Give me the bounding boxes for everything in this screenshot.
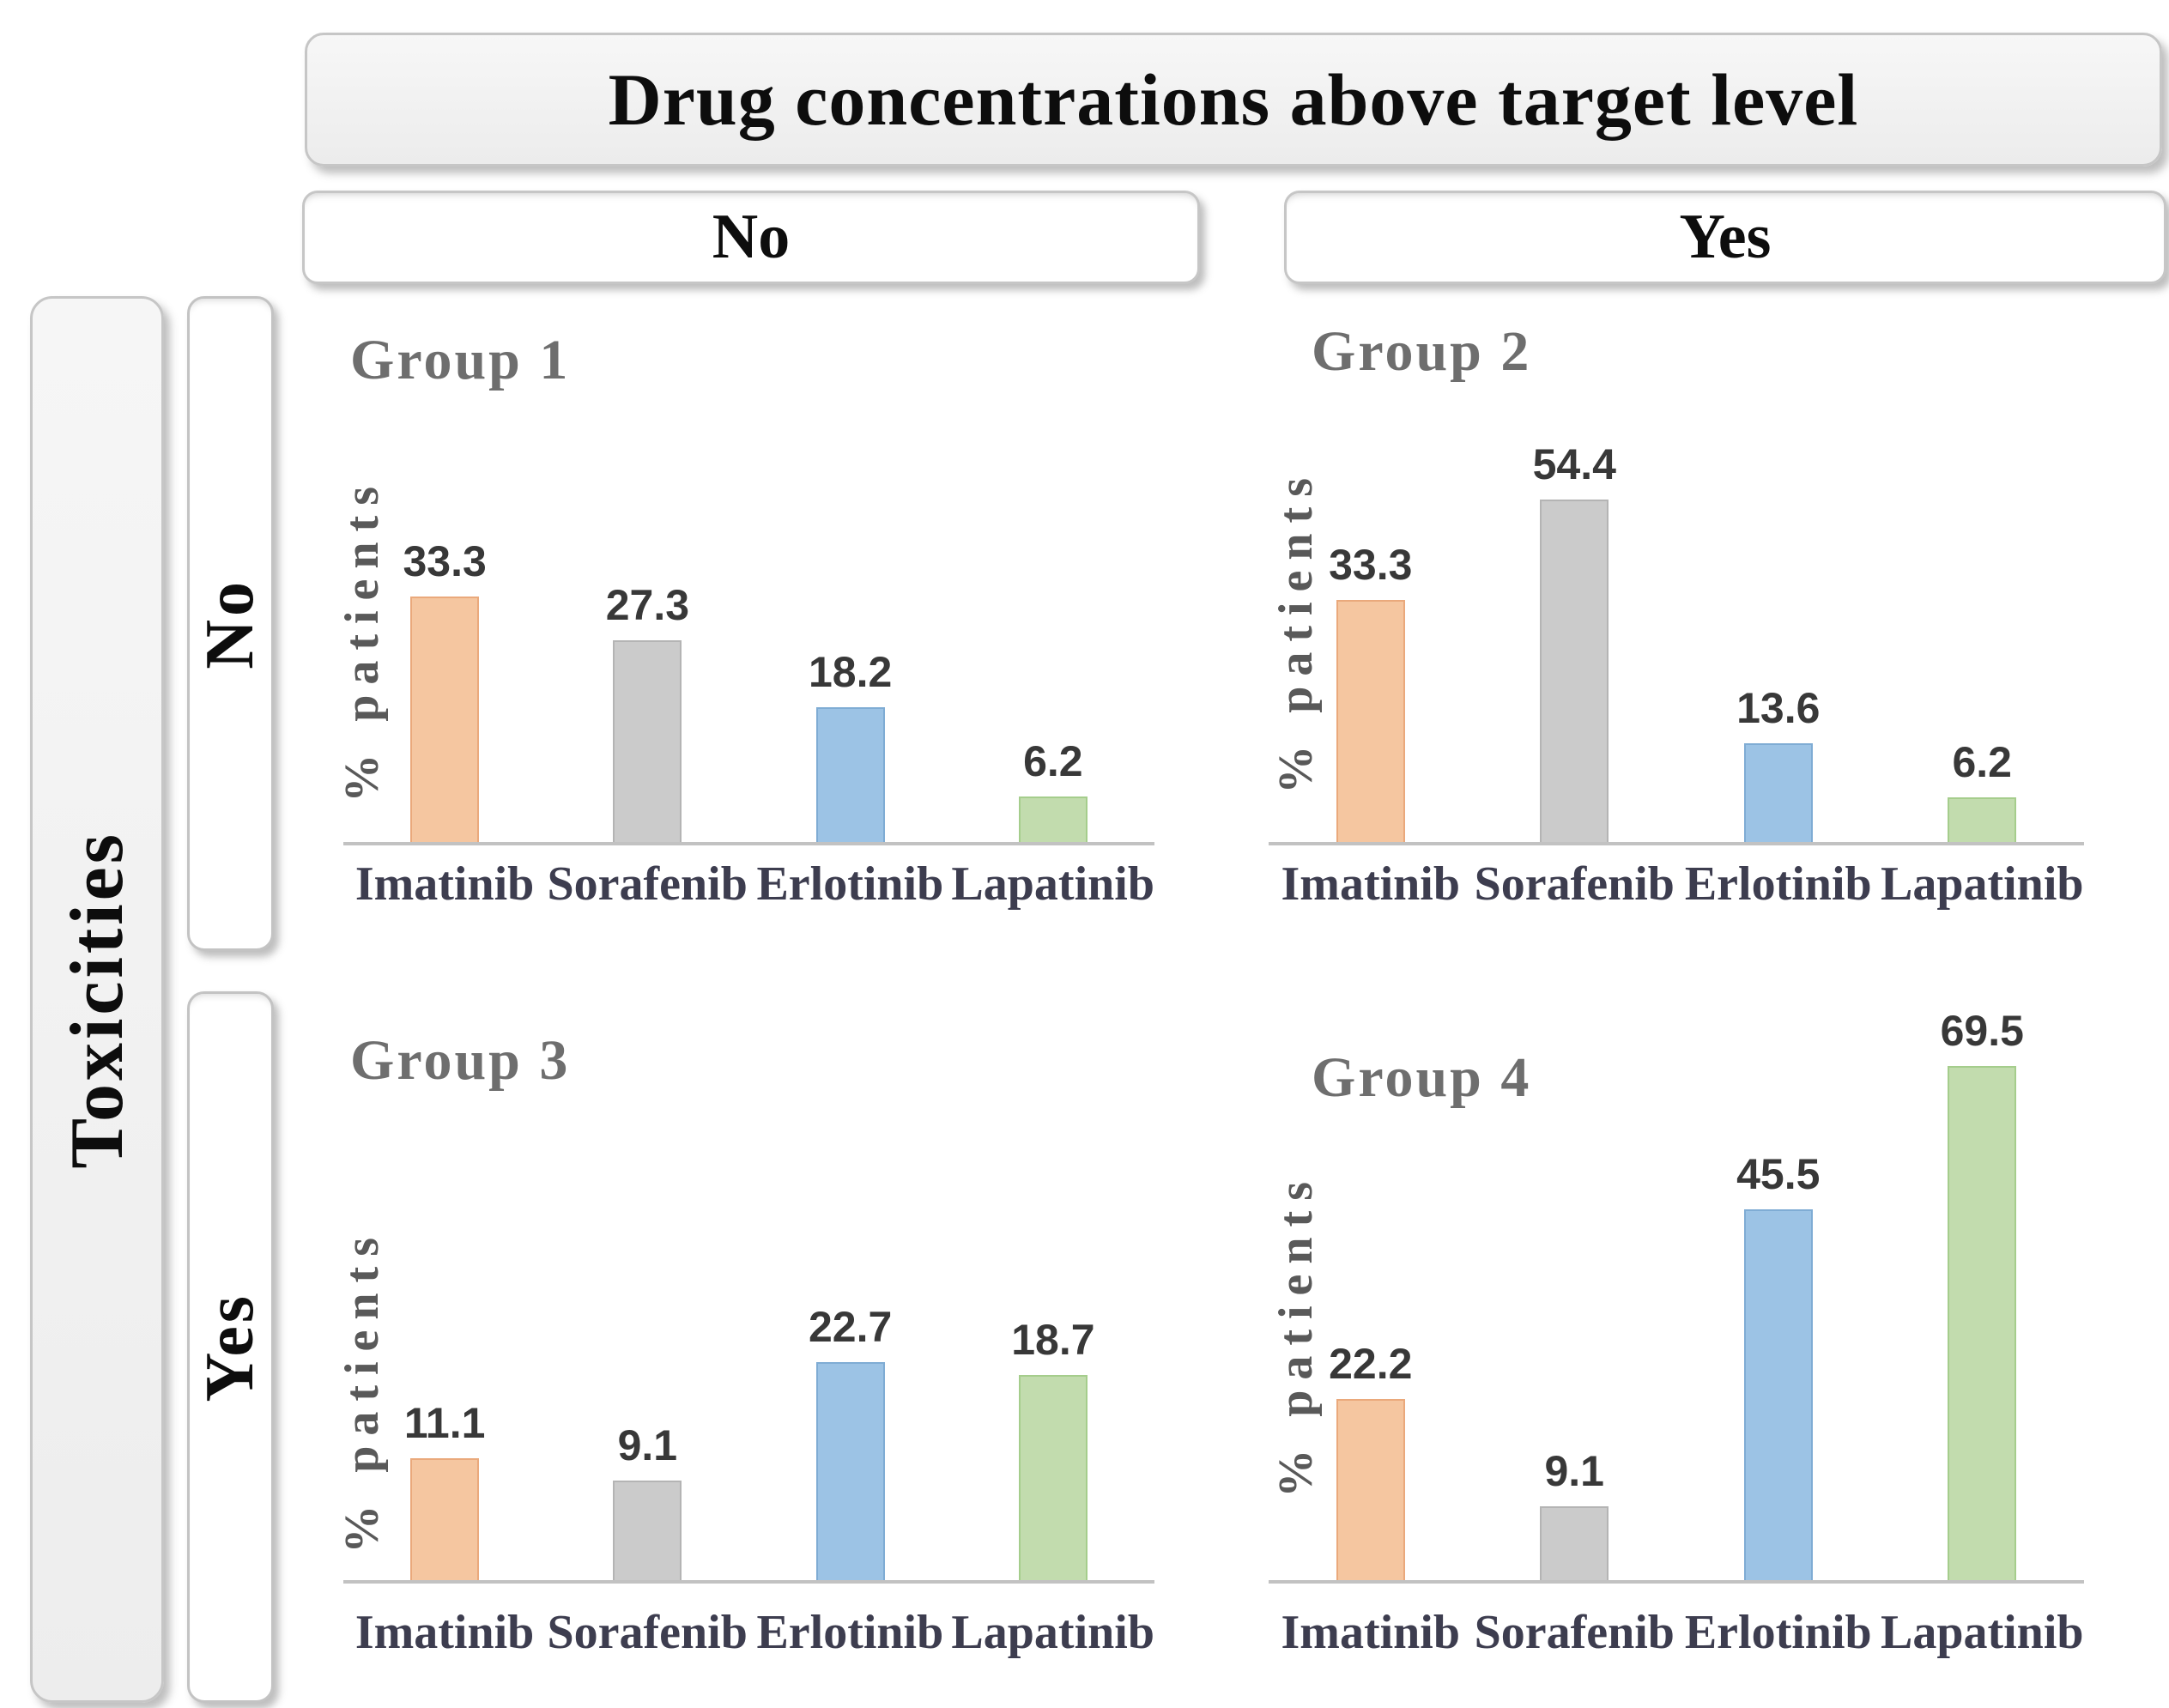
x-axis-label: Imatinib [354, 1606, 535, 1659]
bar-lapatinib [1948, 796, 2017, 842]
x-axis-label: Erlotinib [1684, 857, 1872, 911]
row-header-no: No [187, 296, 274, 951]
x-axis-label: Sorafenib [1474, 1606, 1675, 1659]
bar-slot: 11.1 [343, 1305, 546, 1580]
bar-slot: 27.3 [546, 473, 748, 842]
chart-group-4: Group 4 % patients 22.2 9.1 45.5 69.5 Imati… [1269, 944, 2169, 1691]
bar-slot: 69.5 [1881, 1009, 2085, 1580]
chart-group-2: Group 2 % patients 33.3 54.4 13.6 6.2 Imati… [1269, 309, 2169, 944]
bar-slot: 45.5 [1676, 1009, 1881, 1580]
x-axis-label: Sorafenib [547, 1606, 748, 1659]
column-header-yes: Yes [1284, 191, 2166, 284]
row-header-yes: Yes [187, 991, 274, 1703]
x-axis-label: Imatinib [354, 857, 535, 911]
x-axis-labels: Imatinib Sorafenib Erlotinib Lapatinib [1269, 857, 2084, 912]
column-header-no-label: No [712, 202, 791, 272]
x-axis-labels: Imatinib Sorafenib Erlotinib Lapatinib [343, 1606, 1154, 1660]
x-axis-labels: Imatinib Sorafenib Erlotinib Lapatinib [343, 857, 1154, 912]
bar-value-label: 27.3 [605, 581, 690, 630]
chart-title: Group 1 [350, 329, 571, 391]
bar-imatinib [410, 596, 480, 842]
bar-value-label: 69.5 [1940, 1007, 2024, 1055]
row-axis-title: Toxicities [55, 830, 139, 1169]
x-axis-label: Erlotinib [1684, 1606, 1872, 1659]
x-axis-label: Sorafenib [1474, 857, 1675, 911]
row-axis-title-box: Toxicities [30, 296, 164, 1703]
bar-slot: 13.6 [1676, 443, 1881, 842]
bar-value-label: 13.6 [1736, 684, 1821, 733]
plot-area: 33.3 27.3 18.2 6.2 [343, 473, 1154, 845]
bar-sorafenib [613, 1480, 682, 1580]
chart-title: Group 2 [1312, 320, 1532, 383]
bar-value-label: 22.7 [808, 1303, 893, 1351]
bar-slot: 18.7 [952, 1305, 1154, 1580]
x-axis-label: Sorafenib [547, 857, 748, 911]
bar-imatinib [1336, 600, 1405, 842]
x-axis-label: Lapatinib [951, 857, 1154, 911]
bar-sorafenib [1540, 1505, 1609, 1580]
x-axis-label: Lapatinib [1880, 857, 2084, 911]
x-axis-label: Lapatinib [951, 1606, 1154, 1659]
x-axis-label: Imatinib [1281, 857, 1461, 911]
bar-slot: 54.4 [1473, 443, 1677, 842]
x-axis-label: Imatinib [1281, 1606, 1461, 1659]
bar-value-label: 22.2 [1329, 1340, 1413, 1389]
figure-title: Drug concentrations above target level [608, 58, 1859, 141]
bar-slot: 22.7 [749, 1305, 952, 1580]
bar-value-label: 18.2 [808, 648, 893, 697]
bar-lapatinib [1018, 1374, 1088, 1580]
chart-title: Group 4 [1312, 1046, 1532, 1109]
chart-group-3: Group 3 % patients 11.1 9.1 22.7 18.7 Imati… [335, 1013, 1193, 1691]
bar-erlotinib [1743, 1208, 1813, 1580]
bar-imatinib [1336, 1399, 1405, 1580]
bar-value-label: 18.7 [1011, 1315, 1095, 1364]
bar-slot: 33.3 [343, 473, 546, 842]
bar-value-label: 11.1 [403, 1398, 486, 1447]
bar-value-label: 9.1 [1544, 1446, 1604, 1495]
bar-sorafenib [613, 640, 682, 842]
bar-slot: 18.2 [749, 473, 952, 842]
bar-erlotinib [815, 707, 885, 842]
bar-slot: 9.1 [546, 1305, 748, 1580]
column-header-no: No [302, 191, 1200, 284]
row-header-no-label: No [192, 578, 268, 669]
bar-erlotinib [815, 1362, 885, 1580]
x-axis-label: Erlotinib [756, 1606, 944, 1659]
bar-lapatinib [1018, 796, 1088, 842]
bar-value-label: 33.3 [403, 536, 487, 585]
bar-imatinib [410, 1457, 480, 1580]
bar-erlotinib [1743, 743, 1813, 842]
bar-slot: 6.2 [1881, 443, 2085, 842]
plot-area: 33.3 54.4 13.6 6.2 [1269, 443, 2084, 845]
bar-value-label: 6.2 [1023, 736, 1083, 785]
bar-lapatinib [1948, 1066, 2017, 1580]
chart-title: Group 3 [350, 1029, 571, 1092]
x-axis-labels: Imatinib Sorafenib Erlotinib Lapatinib [1269, 1606, 2084, 1660]
bar-sorafenib [1540, 500, 1609, 842]
plot-area: 22.2 9.1 45.5 69.5 [1269, 1009, 2084, 1584]
bar-slot: 9.1 [1473, 1009, 1677, 1580]
bar-value-label: 6.2 [1952, 737, 2012, 786]
bar-value-label: 54.4 [1532, 440, 1616, 488]
x-axis-label: Lapatinib [1880, 1606, 2084, 1659]
bar-value-label: 33.3 [1329, 541, 1413, 590]
column-header-yes-label: Yes [1679, 202, 1772, 272]
bar-value-label: 9.1 [617, 1420, 678, 1469]
row-header-yes-label: Yes [192, 1292, 268, 1402]
plot-area: 11.1 9.1 22.7 18.7 [343, 1305, 1154, 1584]
chart-group-1: Group 1 % patients 33.3 27.3 18.2 6.2 Imati… [335, 309, 1193, 944]
column-axis-title-banner: Drug concentrations above target level [305, 33, 2162, 167]
bar-slot: 6.2 [952, 473, 1154, 842]
x-axis-label: Erlotinib [756, 857, 944, 911]
bar-value-label: 45.5 [1736, 1149, 1821, 1198]
bar-slot: 22.2 [1269, 1009, 1473, 1580]
bar-slot: 33.3 [1269, 443, 1473, 842]
